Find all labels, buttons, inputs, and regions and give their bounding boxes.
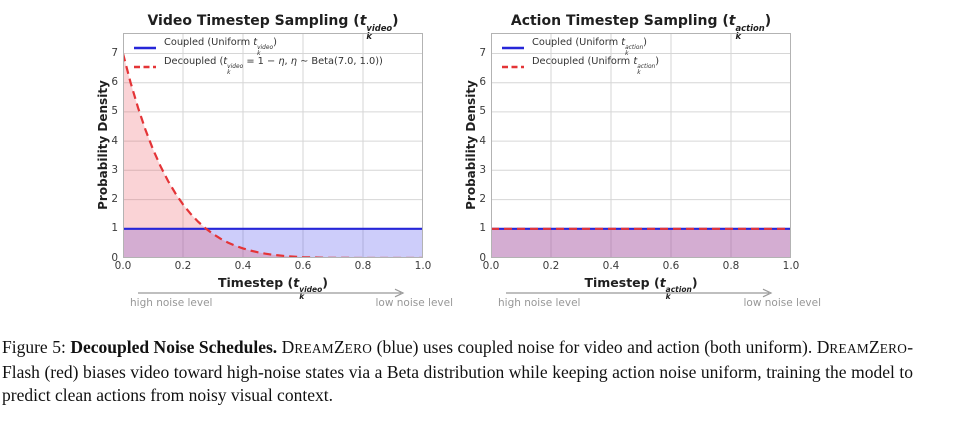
x-tick-label: 0.0 [114, 260, 132, 272]
x-tick-label: 0.4 [602, 260, 620, 272]
chart-video-timestep: Video Timestep Sampling (t video k) Probab… [0, 0, 480, 332]
legend-row: Coupled (Uniform t action k) [501, 37, 659, 58]
legend-solid-line-sample [134, 46, 156, 49]
x-tick-label: 0.6 [662, 260, 680, 272]
high-noise-label: high noise level [130, 297, 213, 309]
legend-label: Decoupled (Uniform t action k) [532, 56, 660, 77]
y-tick-label: 2 [479, 193, 486, 206]
y-tick-label: 1 [111, 222, 118, 235]
legend-dashed-line-sample [134, 65, 156, 68]
legend: Coupled (Uniform t video k) Decoupled (t vid… [133, 37, 383, 77]
y-tick-label: 4 [111, 134, 118, 147]
noise-level-arrow [506, 288, 773, 298]
legend-row: Decoupled (Uniform t action k) [501, 56, 660, 77]
y-tick-label: 5 [479, 105, 486, 118]
legend-label: Coupled (Uniform t action k) [532, 37, 647, 58]
noise-level-arrow [138, 288, 405, 298]
legend-row: Coupled (Uniform t video k) [133, 37, 383, 58]
y-tick-label: 0 [479, 251, 486, 264]
y-tick-label: 3 [479, 163, 486, 176]
chart-action-timestep: Action Timestep Sampling (t action k) Prob… [368, 0, 848, 332]
low-noise-label: low noise level [375, 297, 454, 309]
chart-title: Action Timestep Sampling (t action k) [510, 13, 772, 41]
y-tick-label: 1 [479, 222, 486, 235]
x-tick-label: 0.2 [174, 260, 192, 272]
low-noise-label: low noise level [743, 297, 822, 309]
chart-title: Video Timestep Sampling (t video k) [147, 13, 399, 41]
x-tick-label: 1.0 [414, 260, 432, 272]
x-tick-label: 0.8 [354, 260, 372, 272]
legend-dashed-line-sample [502, 65, 524, 68]
high-noise-label: high noise level [498, 297, 581, 309]
y-tick-label: 2 [111, 193, 118, 206]
x-axis-label: Timestep (t video k) [217, 275, 328, 302]
plot-area [123, 33, 423, 258]
y-tick-label: 3 [111, 163, 118, 176]
x-tick-label: 0.4 [234, 260, 252, 272]
legend: Coupled (Uniform t action k) Decoupled (Uni… [501, 37, 660, 77]
figure-caption: Figure 5: Decoupled Noise Schedules. DRE… [2, 337, 914, 406]
y-tick-label: 7 [111, 46, 118, 59]
plot-area [491, 33, 791, 258]
legend-row: Decoupled (t video k = 1 − η, η ∼ Beta(7.0… [133, 56, 383, 77]
x-tick-label: 0.0 [482, 260, 500, 272]
x-tick-label: 0.6 [294, 260, 312, 272]
y-tick-label: 6 [479, 76, 486, 89]
y-tick-label: 0 [111, 251, 118, 264]
x-tick-label: 0.8 [722, 260, 740, 272]
legend-solid-line-sample [502, 46, 524, 49]
legend-label: Decoupled (t video k = 1 − η, η ∼ Beta(7.0… [164, 56, 383, 77]
y-tick-label: 4 [479, 134, 486, 147]
y-tick-label: 7 [479, 46, 486, 59]
x-tick-label: 1.0 [782, 260, 800, 272]
y-tick-label: 5 [111, 105, 118, 118]
y-tick-label: 6 [111, 76, 118, 89]
x-tick-label: 0.2 [542, 260, 560, 272]
x-axis-label: Timestep (t action k) [584, 275, 698, 302]
legend-label: Coupled (Uniform t video k) [164, 37, 277, 58]
